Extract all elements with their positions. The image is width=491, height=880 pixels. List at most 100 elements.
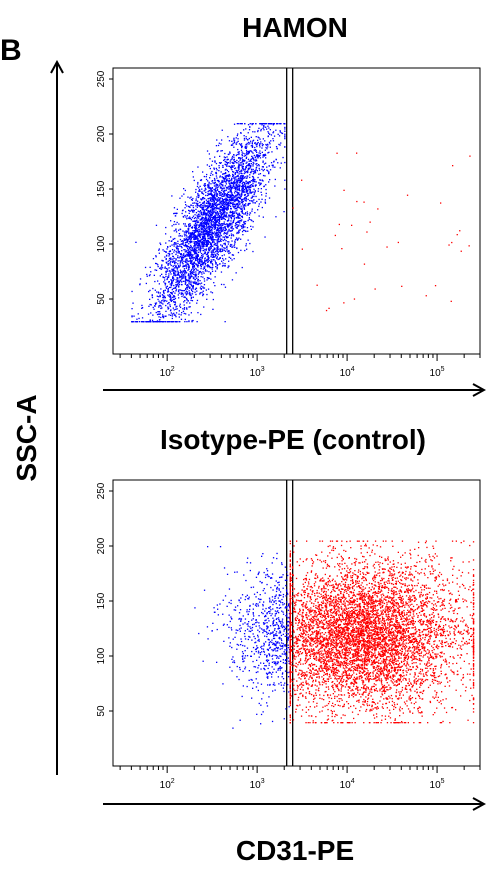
- event-point: [202, 241, 204, 243]
- event-point: [159, 313, 161, 315]
- event-point: [207, 258, 209, 261]
- event-point: [189, 217, 191, 220]
- event-point: [183, 296, 185, 298]
- event-point: [188, 241, 191, 243]
- event-point: [181, 259, 183, 262]
- event-point: [268, 597, 271, 599]
- event-point: [202, 244, 204, 246]
- event-point: [208, 181, 210, 183]
- event-point: [361, 561, 364, 563]
- event-point: [456, 234, 458, 236]
- event-point: [190, 272, 192, 274]
- event-point: [286, 659, 288, 661]
- event-point: [202, 262, 204, 265]
- event-point: [240, 198, 243, 201]
- event-point: [215, 232, 217, 234]
- event-point: [212, 240, 214, 243]
- event-point: [253, 172, 255, 174]
- event-point: [386, 246, 388, 248]
- event-point: [250, 168, 253, 170]
- event-point: [286, 579, 288, 581]
- event-point: [218, 218, 221, 220]
- event-point: [286, 613, 288, 615]
- event-point: [197, 196, 200, 199]
- event-point: [194, 291, 196, 293]
- event-point: [245, 156, 248, 158]
- event-point: [240, 172, 242, 174]
- event-point: [225, 183, 227, 185]
- event-point: [233, 183, 235, 185]
- event-point: [244, 213, 246, 215]
- event-point: [247, 150, 249, 153]
- event-point: [275, 646, 278, 648]
- event-point: [228, 230, 230, 232]
- event-point: [211, 206, 213, 208]
- event-point: [255, 603, 257, 605]
- event-point: [160, 243, 162, 246]
- event-point: [293, 678, 295, 680]
- event-point: [254, 637, 256, 640]
- event-point: [214, 222, 216, 225]
- event-point: [259, 146, 261, 148]
- event-point: [269, 146, 271, 148]
- event-point: [225, 197, 227, 199]
- event-point: [156, 321, 158, 323]
- event-point: [203, 224, 205, 227]
- event-point: [231, 165, 233, 167]
- event-point: [199, 292, 201, 294]
- event-point: [401, 285, 403, 287]
- event-point: [236, 180, 238, 182]
- event-point: [173, 261, 176, 263]
- event-point: [306, 572, 309, 574]
- event-point: [223, 193, 225, 195]
- event-point: [251, 626, 254, 629]
- event-point: [209, 167, 211, 170]
- event-point: [227, 186, 229, 188]
- event-point: [190, 273, 192, 275]
- event-point: [239, 190, 241, 192]
- event-point: [193, 265, 195, 267]
- event-point: [205, 262, 207, 264]
- event-point: [187, 285, 190, 287]
- event-point: [224, 208, 226, 210]
- event-point: [184, 321, 186, 323]
- event-point: [256, 170, 258, 172]
- event-point: [276, 123, 278, 125]
- event-point: [204, 257, 206, 259]
- event-point: [194, 238, 196, 240]
- event-point: [274, 166, 276, 168]
- event-point: [234, 192, 236, 194]
- event-point: [247, 164, 250, 166]
- event-point: [198, 215, 200, 217]
- event-point: [196, 206, 198, 208]
- event-point: [213, 231, 216, 233]
- event-point: [269, 641, 272, 643]
- event-point: [193, 209, 195, 212]
- event-point: [205, 202, 208, 204]
- event-point: [194, 231, 196, 233]
- event-point: [205, 215, 207, 217]
- event-point: [241, 153, 243, 156]
- event-point: [207, 255, 209, 257]
- event-point: [184, 214, 186, 217]
- event-point: [288, 706, 290, 708]
- event-point: [206, 219, 208, 222]
- event-point: [274, 684, 276, 686]
- event-point: [261, 124, 263, 126]
- event-point: [192, 230, 194, 232]
- event-point: [288, 616, 290, 618]
- event-point: [241, 216, 244, 219]
- event-point: [212, 209, 214, 211]
- y-tick-label: 50: [96, 705, 107, 717]
- event-point: [289, 607, 291, 609]
- event-point: [240, 186, 243, 188]
- event-point: [185, 280, 187, 282]
- event-point: [190, 244, 192, 247]
- event-point: [167, 290, 169, 292]
- event-point: [243, 208, 246, 210]
- event-point: [191, 293, 194, 295]
- event-point: [157, 265, 159, 268]
- event-point: [205, 232, 207, 235]
- event-point: [211, 268, 213, 270]
- event-point: [254, 179, 256, 181]
